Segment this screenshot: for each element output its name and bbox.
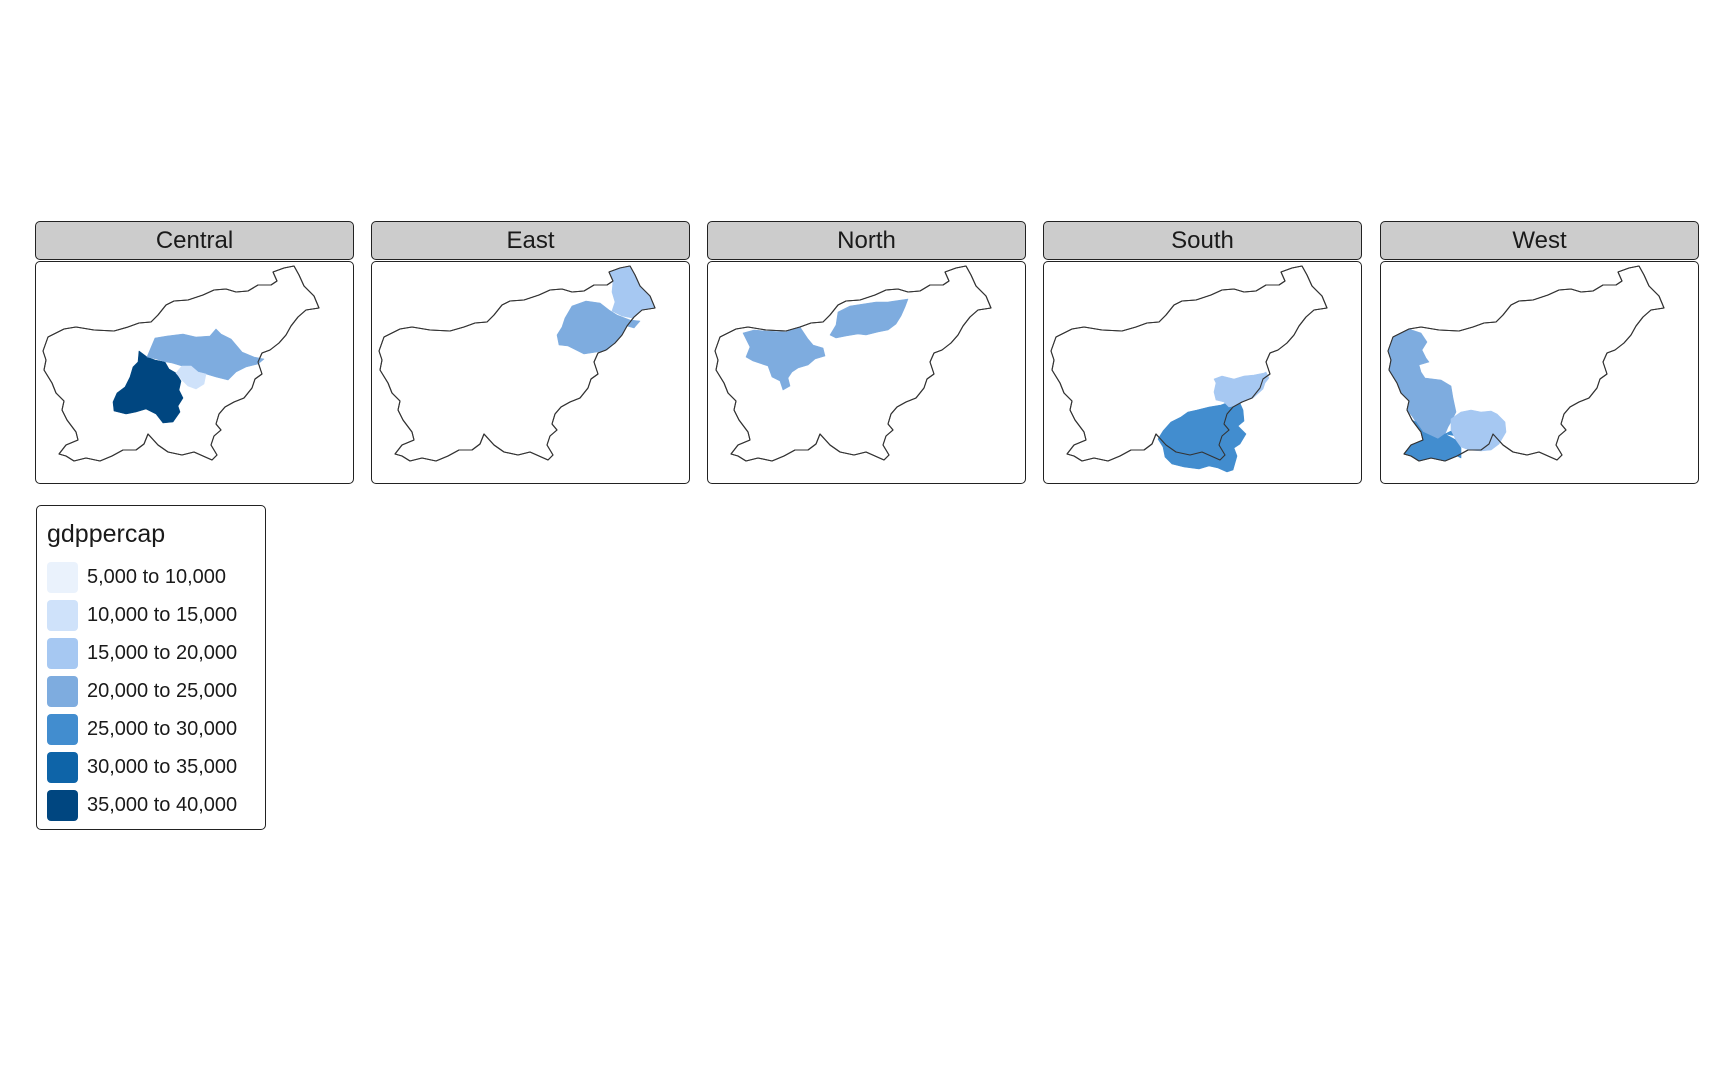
facet-panel-east: East bbox=[371, 221, 690, 485]
legend-label: 35,000 to 40,000 bbox=[87, 794, 238, 816]
facet-panel-north: North bbox=[707, 221, 1026, 485]
region-osrednjeslovenska[interactable] bbox=[112, 350, 184, 424]
facet-panel-west: West bbox=[1380, 221, 1699, 485]
map-frame bbox=[371, 261, 690, 484]
legend-swatch bbox=[47, 638, 78, 669]
legend-swatch bbox=[47, 600, 78, 631]
legend-swatch bbox=[47, 562, 78, 593]
region-koroska[interactable] bbox=[829, 298, 909, 339]
facet-label: East bbox=[506, 226, 555, 254]
facet-strip: West bbox=[1380, 221, 1699, 260]
country-outline bbox=[714, 265, 992, 462]
facet-panel-south: South bbox=[1043, 221, 1362, 485]
map-svg bbox=[42, 265, 320, 462]
map-frame bbox=[1043, 261, 1362, 484]
legend-title: gdppercap bbox=[47, 520, 166, 548]
facet-label: South bbox=[1171, 226, 1234, 254]
legend-label: 15,000 to 20,000 bbox=[87, 642, 238, 664]
map-svg bbox=[1387, 265, 1665, 462]
map-frame bbox=[707, 261, 1026, 484]
legend-label: 20,000 to 25,000 bbox=[87, 680, 238, 702]
region-savinjska[interactable] bbox=[146, 328, 265, 381]
facet-strip: East bbox=[371, 221, 690, 260]
legend-swatch bbox=[47, 714, 78, 745]
country-border bbox=[1050, 265, 1328, 462]
region-pomurska[interactable] bbox=[608, 265, 656, 319]
map-frame bbox=[1380, 261, 1699, 484]
region-posavska[interactable] bbox=[1213, 371, 1270, 408]
region-zasavska[interactable] bbox=[175, 365, 207, 390]
map-legend: gdppercap 5,000 to 10,000 10,000 to 15,0… bbox=[36, 505, 266, 830]
country-border bbox=[378, 265, 656, 462]
legend-label: 30,000 to 35,000 bbox=[87, 756, 238, 778]
region-primorsko-notranjska[interactable] bbox=[1450, 409, 1507, 452]
legend-swatch bbox=[47, 790, 78, 821]
facet-label: North bbox=[837, 226, 896, 254]
map-svg bbox=[1050, 265, 1328, 473]
facet-strip: North bbox=[707, 221, 1026, 260]
facet-label: Central bbox=[155, 226, 234, 254]
legend-swatch bbox=[47, 752, 78, 783]
country-border bbox=[714, 265, 992, 462]
country-border bbox=[1387, 265, 1665, 462]
map-frame bbox=[35, 261, 354, 484]
legend-label: 5,000 to 10,000 bbox=[87, 566, 227, 588]
facet-strip: Central bbox=[35, 221, 354, 260]
legend-label: 25,000 to 30,000 bbox=[87, 718, 238, 740]
country-border bbox=[42, 265, 320, 462]
map-svg bbox=[714, 265, 992, 462]
legend-swatch bbox=[47, 676, 78, 707]
map-svg bbox=[378, 265, 656, 462]
legend-label: 10,000 to 15,000 bbox=[87, 604, 238, 626]
facet-panel-central: Central bbox=[35, 221, 354, 485]
facet-strip: South bbox=[1043, 221, 1362, 260]
facet-label: West bbox=[1512, 226, 1567, 254]
